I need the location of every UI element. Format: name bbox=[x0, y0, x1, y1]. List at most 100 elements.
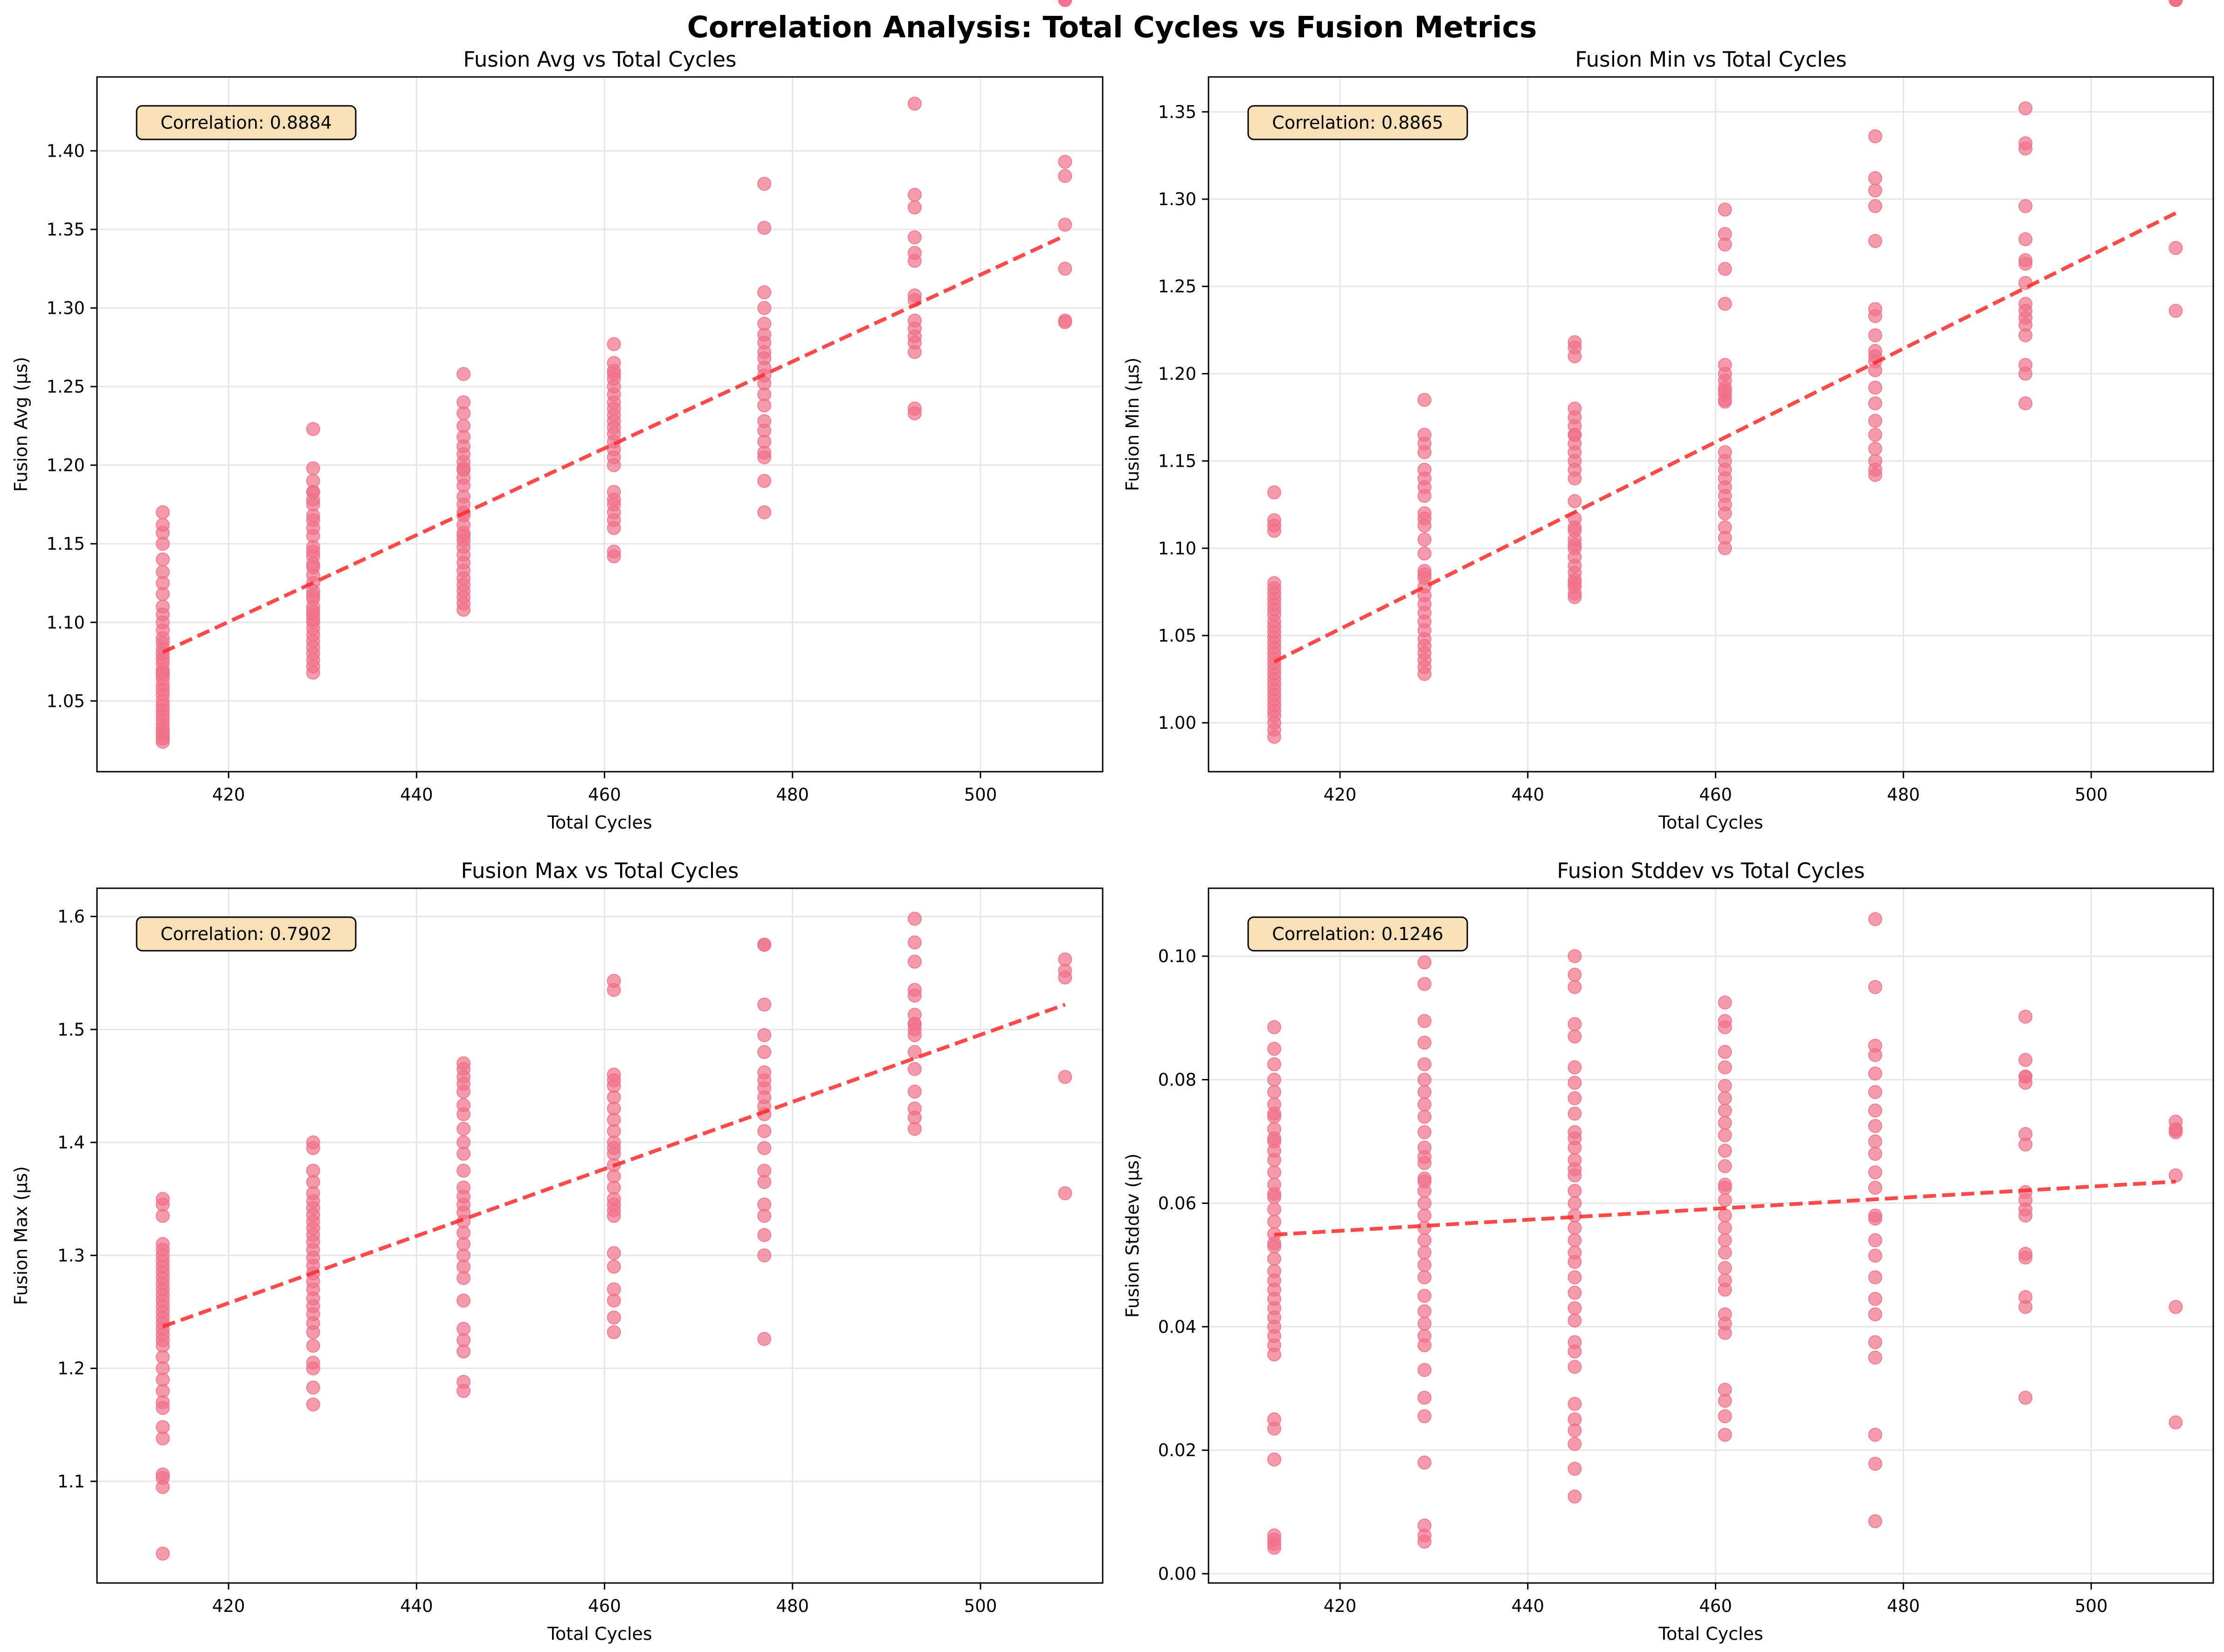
data-point bbox=[1417, 1338, 1432, 1353]
data-point bbox=[907, 1062, 922, 1076]
data-point bbox=[1267, 1251, 1281, 1266]
y-tick-label: 1.1 bbox=[57, 1472, 85, 1492]
data-point bbox=[1417, 489, 1432, 503]
data-point bbox=[1058, 1186, 1072, 1201]
data-point bbox=[1568, 980, 1582, 994]
data-point bbox=[156, 587, 170, 601]
data-point bbox=[1868, 1165, 1882, 1180]
data-point bbox=[1868, 1134, 1882, 1149]
data-point bbox=[607, 1209, 621, 1223]
data-point bbox=[1718, 1409, 1732, 1424]
axes-frame bbox=[1208, 76, 2214, 773]
grid bbox=[1209, 888, 2213, 1583]
y-tick-label: 0.00 bbox=[1158, 1564, 1196, 1584]
y-tick-label: 1.4 bbox=[57, 1133, 85, 1153]
data-point bbox=[607, 458, 621, 472]
data-point bbox=[1718, 1208, 1732, 1223]
data-point bbox=[1267, 1452, 1281, 1467]
annotation-text: Correlation: 0.8884 bbox=[160, 112, 332, 133]
data-point bbox=[456, 1122, 471, 1136]
x-axis: 420 440 460 480 500 bbox=[212, 1583, 997, 1616]
x-axis-label: Total Cycles bbox=[547, 812, 652, 833]
data-point bbox=[1718, 1078, 1732, 1093]
data-point bbox=[1058, 315, 1072, 329]
correlation-annotation: Correlation: 0.7902 bbox=[136, 916, 357, 952]
data-point bbox=[1718, 1128, 1732, 1142]
data-point bbox=[1417, 1057, 1432, 1071]
data-point bbox=[1868, 1211, 1882, 1226]
data-point bbox=[156, 1431, 170, 1445]
x-axis-label: Total Cycles bbox=[547, 1624, 652, 1644]
data-point bbox=[607, 337, 621, 352]
y-tick-label: 1.15 bbox=[1158, 451, 1196, 471]
data-point bbox=[2018, 1299, 2033, 1314]
x-tick-label: 460 bbox=[1699, 1596, 1732, 1616]
data-point bbox=[1267, 1106, 1281, 1121]
data-point bbox=[2169, 1415, 2183, 1430]
data-point bbox=[907, 1085, 922, 1099]
data-point bbox=[1417, 1390, 1432, 1405]
data-point bbox=[1718, 506, 1732, 520]
data-point bbox=[156, 1401, 170, 1415]
data-point bbox=[1568, 538, 1582, 552]
grid bbox=[1209, 77, 2213, 772]
data-point bbox=[757, 1124, 772, 1138]
data-point bbox=[757, 1141, 772, 1155]
data-point bbox=[1718, 1282, 1732, 1297]
data-point bbox=[1868, 912, 1882, 926]
data-point bbox=[306, 513, 320, 527]
data-point bbox=[1568, 494, 1582, 508]
data-point bbox=[1417, 567, 1432, 581]
data-point bbox=[757, 1028, 772, 1042]
x-tick-label: 460 bbox=[588, 1596, 621, 1616]
data-point bbox=[907, 1045, 922, 1059]
data-point bbox=[1267, 1202, 1281, 1217]
annotation-box bbox=[1247, 916, 1468, 952]
data-point bbox=[1868, 1335, 1882, 1349]
data-point bbox=[1868, 1350, 1882, 1365]
subplot-1: 420 440 460 480 5001.051.101.151.201.251.301… bbox=[11, 0, 1104, 833]
y-tick-label: 1.35 bbox=[47, 220, 85, 240]
data-point bbox=[1568, 1461, 1582, 1476]
data-point bbox=[1868, 1270, 1882, 1285]
data-point bbox=[1718, 1428, 1732, 1442]
data-point bbox=[2018, 1137, 2033, 1152]
data-point bbox=[456, 406, 471, 421]
data-point bbox=[1718, 1020, 1732, 1034]
y-tick-label: 1.05 bbox=[47, 691, 85, 711]
data-point bbox=[1417, 1245, 1432, 1260]
y-axis: 1.05 1.10 1.15 1.20 1.25 1.30 1.35 1.40 bbox=[47, 141, 97, 711]
data-point bbox=[1868, 234, 1882, 248]
data-point bbox=[907, 230, 922, 244]
data-point bbox=[156, 1547, 170, 1561]
data-point bbox=[456, 1293, 471, 1308]
subplot-4: 420 440 460 480 500 0.00 0.02 0.04 0.06 0.08 0.10 F… bbox=[1122, 0, 2214, 1644]
y-tick-label: 0.10 bbox=[1158, 947, 1196, 967]
y-tick-label: 1.40 bbox=[47, 141, 85, 161]
y-axis: 1.1 1.2 1.3 1.4 1.5 1.6 bbox=[57, 907, 97, 1492]
data-point bbox=[1718, 1116, 1732, 1130]
data-point bbox=[1058, 217, 1072, 232]
data-point bbox=[1417, 667, 1432, 681]
data-point bbox=[1718, 1091, 1732, 1106]
data-point bbox=[1267, 1421, 1281, 1436]
data-point bbox=[2169, 241, 2183, 255]
data-point bbox=[757, 505, 772, 519]
data-point bbox=[1568, 1423, 1582, 1438]
data-point bbox=[757, 285, 772, 299]
data-point bbox=[1417, 1233, 1432, 1247]
trend-line bbox=[162, 1002, 1066, 1328]
data-point bbox=[907, 200, 922, 214]
data-point bbox=[1267, 1085, 1281, 1099]
data-point bbox=[1868, 1147, 1882, 1161]
data-point bbox=[1568, 1255, 1582, 1269]
y-axis: 0.00 0.02 0.04 0.06 0.08 0.10 bbox=[1158, 947, 1209, 1584]
axes-frame bbox=[96, 887, 1104, 1584]
scatter-series bbox=[1267, 0, 2183, 744]
subplot-title: Fusion Min vs Total Cycles bbox=[1575, 47, 1847, 72]
data-point bbox=[1568, 968, 1582, 982]
data-point bbox=[1718, 1103, 1732, 1118]
data-point bbox=[1267, 1236, 1281, 1251]
data-point bbox=[607, 1293, 621, 1308]
